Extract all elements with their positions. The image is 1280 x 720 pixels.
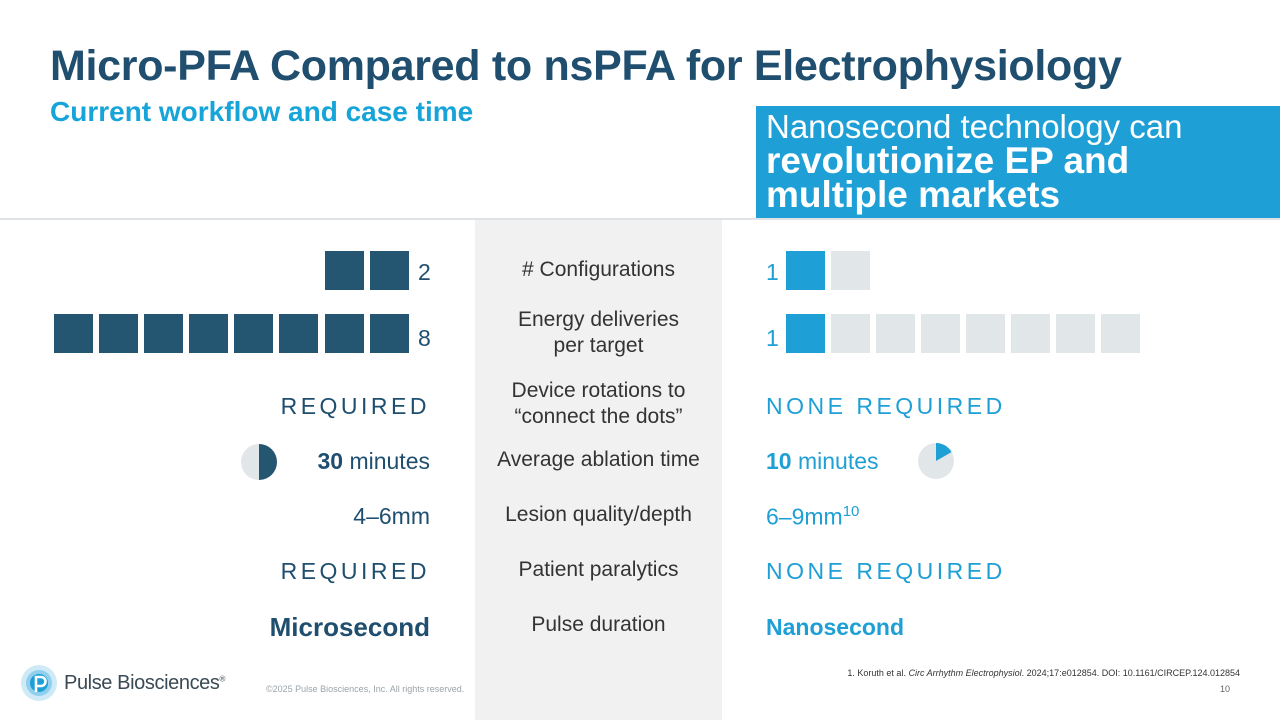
left-delivery-block	[279, 314, 318, 353]
callout-line-1: Nanosecond technology can	[766, 108, 1183, 145]
label-energy-deliveries: Energy deliveries per target	[475, 307, 722, 359]
left-delivery-count: 8	[418, 325, 431, 351]
copyright-notice: ©2025 Pulse Biosciences, Inc. All rights…	[266, 684, 465, 694]
left-delivery-block	[54, 314, 93, 353]
label-device-rotations-line-2: “connect the dots”	[514, 405, 683, 428]
right-delivery-block-empty	[1011, 314, 1050, 353]
label-device-rotations-line-1: Device rotations to	[511, 379, 686, 402]
page-number: 10	[1220, 684, 1231, 694]
right-ablation-time-number: 10	[766, 448, 792, 474]
right-ablation-time-unit: minutes	[797, 448, 879, 474]
left-delivery-block	[370, 314, 409, 353]
right-delivery-block-empty	[966, 314, 1005, 353]
right-lesion-depth: 6–9mm10	[766, 503, 859, 531]
callout-line-3: multiple markets	[766, 174, 1061, 215]
callout-line-2: revolutionize EP and	[766, 140, 1130, 181]
left-delivery-block	[99, 314, 138, 353]
right-delivery-block-empty	[876, 314, 915, 353]
registered-mark: ®	[219, 674, 226, 684]
page-subtitle: Current workflow and case time	[50, 96, 474, 127]
left-pulse-duration: Microsecond	[269, 612, 430, 642]
reference-journal: Circ Arrhythm Electrophysiol	[908, 668, 1022, 678]
right-delivery-count: 1	[766, 325, 779, 351]
left-config-count: 2	[418, 259, 431, 285]
left-ablation-time-number: 30	[317, 448, 344, 474]
right-time-pie-icon	[918, 443, 954, 479]
right-delivery-block-empty	[831, 314, 870, 353]
left-config-block	[370, 251, 409, 290]
label-pulse-duration: Pulse duration	[531, 613, 666, 636]
reference-citation: 1. Koruth et al. Circ Arrhythm Electroph…	[847, 668, 1240, 678]
right-delivery-block	[786, 314, 825, 353]
callout-box: Nanosecond technology can revolutionize …	[756, 106, 1280, 218]
right-config-block-empty	[831, 251, 870, 290]
right-pulse-duration: Nanosecond	[766, 614, 905, 640]
left-ablation-time: 30 minutes	[317, 448, 430, 475]
right-rotations-value: NONE REQUIRED	[766, 393, 1006, 419]
label-configurations: # Configurations	[522, 258, 675, 281]
left-delivery-block	[325, 314, 364, 353]
left-delivery-block	[234, 314, 273, 353]
left-lesion-depth: 4–6mm	[353, 503, 430, 529]
left-time-pie-icon	[241, 444, 277, 480]
right-paralytics-value: NONE REQUIRED	[766, 558, 1006, 584]
left-ablation-time-unit: minutes	[349, 448, 430, 474]
page-title: Micro-PFA Compared to nsPFA for Electrop…	[50, 42, 1122, 90]
right-lesion-depth-value: 6–9mm	[766, 503, 843, 530]
label-energy-deliveries-line-1: Energy deliveries	[517, 308, 680, 331]
left-config-block	[325, 251, 364, 290]
right-delivery-block-empty	[921, 314, 960, 353]
label-average-ablation-time: Average ablation time	[497, 448, 700, 471]
footnote-ref: 10	[842, 503, 860, 520]
right-delivery-block-empty	[1056, 314, 1095, 353]
right-delivery-block-empty	[1101, 314, 1140, 353]
brand-name: Pulse Biosciences®	[64, 672, 225, 695]
left-delivery-block	[144, 314, 183, 353]
reference-details: . 2024;17:e012854. DOI: 10.1161/CIRCEP.1…	[1021, 668, 1240, 678]
left-paralytics-value: REQUIRED	[280, 558, 430, 584]
label-energy-deliveries-line-2: per target	[553, 334, 644, 357]
brand-name-text: Pulse Biosciences	[64, 672, 220, 694]
label-lesion-quality: Lesion quality/depth	[505, 503, 692, 526]
left-rotations-value: REQUIRED	[280, 393, 430, 419]
right-config-count: 1	[766, 259, 779, 285]
right-config-block	[786, 251, 825, 290]
pulse-biosciences-logo-icon	[21, 665, 57, 701]
label-device-rotations: Device rotations to “connect the dots”	[475, 378, 722, 430]
reference-authors: 1. Koruth et al.	[847, 668, 909, 678]
right-ablation-time: 10 minutes	[766, 448, 879, 475]
metric-label-column	[475, 220, 722, 720]
header-divider	[0, 218, 1280, 220]
label-patient-paralytics: Patient paralytics	[518, 558, 679, 581]
left-delivery-block	[189, 314, 228, 353]
